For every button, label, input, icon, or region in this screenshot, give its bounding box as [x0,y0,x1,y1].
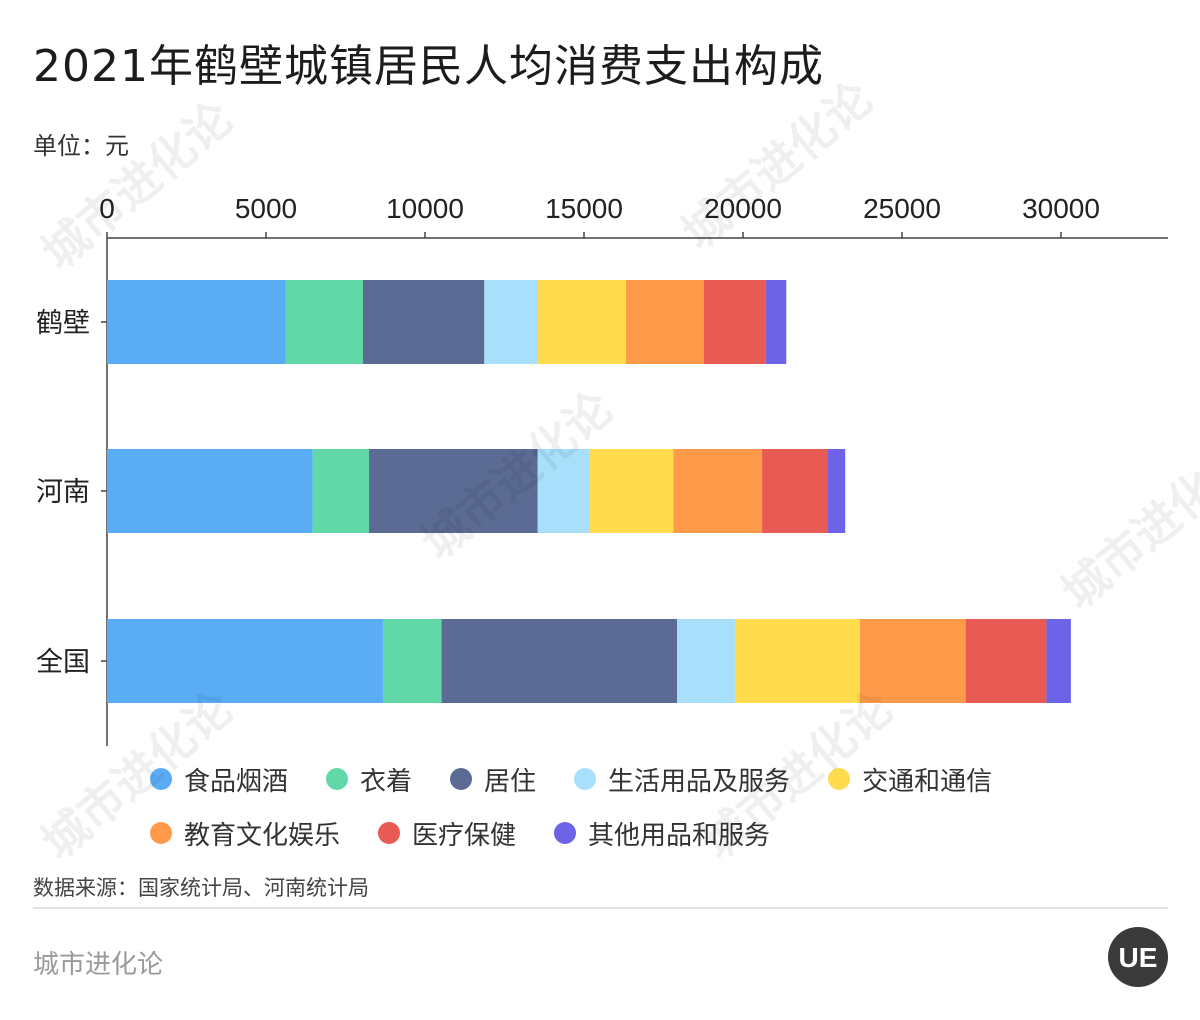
legend-item: 其他用品和服务 [554,818,770,851]
bar-segment [382,619,442,703]
bar-segment [285,280,363,364]
bar-segment [441,619,678,703]
legend-label: 医疗保健 [412,820,517,851]
bar-segment [484,280,539,364]
legend-label: 衣着 [360,766,413,797]
legend-label: 交通和通信 [862,766,993,797]
legend-swatch [378,822,401,844]
brand-logo-text: UE [1119,942,1158,973]
bar-segment [765,280,787,364]
x-tick-label: 10000 [386,193,464,224]
bar-segment [538,280,626,364]
y-tick-label: 鹤壁 [36,308,90,339]
x-tick-label: 5000 [235,193,297,224]
y-tick-label: 全国 [36,647,90,678]
bar-segment [827,449,846,533]
bar-segment [859,619,966,703]
unit-label: 单位：元 [33,132,129,160]
x-tick-label: 25000 [863,193,941,224]
legend-swatch [574,768,597,790]
x-tick-label: 30000 [1022,193,1100,224]
bar-segment [734,619,860,703]
legend-item: 食品烟酒 [150,764,288,797]
legend-item: 居住 [450,764,536,797]
legend-label: 居住 [484,766,537,797]
data-source: 数据来源：国家统计局、河南统计局 [33,876,369,900]
legend-swatch [554,822,577,844]
legend-item: 交通和通信 [828,764,992,797]
x-tick-label: 0 [99,193,115,224]
x-tick-label: 20000 [704,193,782,224]
legend-item: 衣着 [326,764,412,797]
bar-segment [369,449,538,533]
bar-segment [965,619,1047,703]
bar-segment [625,280,704,364]
bar-segment [107,280,286,364]
y-tick-label: 河南 [36,477,90,508]
bar-segment [107,449,313,533]
bar-segment [703,280,766,364]
bar-segment [537,449,590,533]
bar-segment [1046,619,1071,703]
legend-item: 教育文化娱乐 [150,818,340,851]
legend-item: 生活用品及服务 [574,764,790,797]
legend-label: 生活用品及服务 [608,766,791,797]
bar-segment [762,449,828,533]
legend-swatch [150,822,172,844]
brand-logo-mark: UE [1119,942,1158,973]
legend-swatch [450,768,473,790]
legend-swatch [150,768,172,790]
footer-divider [33,907,1168,909]
bar-segment [312,449,370,533]
bar-segment [677,619,735,703]
legend-label: 其他用品和服务 [588,820,771,851]
chart-title: 2021年鹤壁城镇居民人均消费支出构成 [33,41,824,92]
legend-swatch [828,768,851,790]
bar-segment [589,449,674,533]
bar-segment [362,280,485,364]
bar-segment [107,619,383,703]
legend-label: 食品烟酒 [184,766,289,797]
bar-segment [673,449,763,533]
legend-swatch [326,768,349,790]
x-tick-label: 15000 [545,193,623,224]
brand-name: 城市进化论 [33,950,164,980]
legend-label: 教育文化娱乐 [184,820,341,851]
legend-item: 医疗保健 [378,818,516,851]
brand-logo: UE [1108,927,1168,987]
chart-legend: 食品烟酒 衣着 居住 生活用品及服务 交通和通信教育文化娱乐 医疗保健 其他用品和服务 [150,764,1110,851]
